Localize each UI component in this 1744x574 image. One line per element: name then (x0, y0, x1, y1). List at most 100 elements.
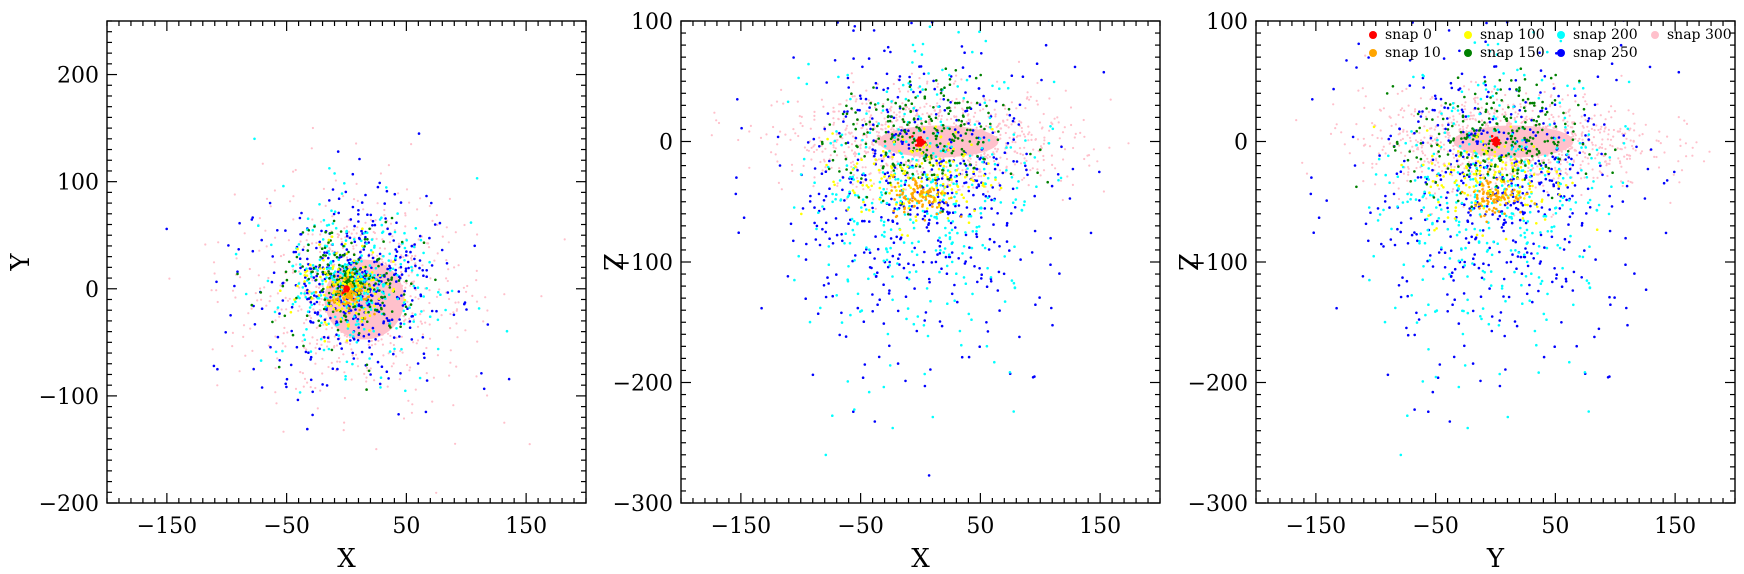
scatter-point (923, 105, 926, 108)
scatter-point (929, 142, 932, 145)
scatter-point (960, 153, 964, 156)
scatter-point (344, 190, 348, 194)
scatter-point (877, 168, 881, 172)
scatter-point (334, 298, 338, 301)
scatter-point (832, 144, 835, 147)
scatter-point (861, 126, 864, 129)
scatter-point (971, 129, 975, 132)
scatter-point (282, 332, 285, 335)
scatter-point (832, 146, 835, 149)
scatter-point (878, 180, 882, 184)
scatter-point (403, 259, 406, 262)
scatter-point (1480, 106, 1483, 109)
scatter-point (895, 116, 898, 119)
scatter-point (825, 81, 828, 84)
scatter-point (378, 274, 382, 277)
scatter-point (939, 135, 943, 138)
scatter-point (321, 284, 324, 288)
scatter-points (165, 126, 566, 494)
scatter-point (317, 286, 321, 289)
scatter-point (276, 229, 279, 232)
scatter-point (885, 72, 889, 76)
scatter-point (970, 178, 973, 181)
scatter-point (213, 272, 216, 275)
scatter-point (925, 210, 929, 213)
scatter-point (306, 310, 310, 314)
scatter-point (1433, 138, 1436, 141)
scatter-point (1005, 146, 1008, 149)
scatter-point (865, 112, 868, 115)
scatter-point (449, 361, 452, 364)
scatter-point (396, 212, 399, 215)
scatter-point (330, 361, 333, 364)
scatter-point (291, 302, 295, 306)
scatter-point (376, 360, 380, 364)
scatter-point (874, 81, 878, 85)
scatter-point (922, 146, 926, 149)
scatter-point (862, 181, 865, 184)
scatter-point (294, 250, 298, 254)
scatter-point (399, 262, 403, 266)
scatter-point (998, 169, 1002, 172)
scatter-point (863, 120, 867, 123)
scatter-point (352, 238, 356, 241)
series-snap-300 (168, 126, 566, 494)
scatter-point (329, 316, 332, 320)
scatter-point (916, 123, 919, 127)
x-tick-label: 50 (966, 514, 994, 539)
scatter-point (411, 299, 414, 302)
scatter-point (425, 372, 428, 375)
scatter-point (1543, 90, 1546, 94)
scatter-point (937, 203, 941, 206)
scatter-point (404, 389, 407, 393)
scatter-point (1332, 103, 1335, 106)
scatter-point (1061, 131, 1065, 134)
scatter-point (215, 280, 218, 284)
scatter-point (397, 192, 400, 195)
scatter-point (913, 246, 916, 250)
scatter-point (826, 276, 829, 279)
scatter-point (410, 244, 414, 248)
scatter-point (405, 188, 409, 191)
scatter-point (1462, 205, 1465, 208)
scatter-point (809, 194, 812, 198)
scatter-point (417, 132, 421, 135)
scatter-point (324, 305, 327, 309)
scatter-point (274, 367, 277, 370)
scatter-point (340, 347, 344, 350)
scatter-point (447, 241, 450, 244)
scatter-point (377, 339, 380, 342)
scatter-point (410, 411, 413, 414)
scatter-point (960, 193, 964, 196)
scatter-point (304, 276, 307, 279)
scatter-point (362, 334, 366, 338)
scatter-point (416, 286, 420, 290)
scatter-point (345, 248, 349, 251)
scatter-point (324, 280, 328, 283)
scatter-point (980, 52, 983, 55)
scatter-point (299, 240, 302, 243)
scatter-point (918, 77, 921, 80)
scatter-point (922, 127, 926, 130)
scatter-point (333, 253, 337, 257)
scatter-point (937, 115, 940, 118)
scatter-point (946, 210, 949, 214)
scatter-point (886, 250, 889, 254)
scatter-point (337, 323, 340, 326)
scatter-point (373, 223, 377, 227)
scatter-point (1512, 103, 1515, 106)
scatter-point (909, 213, 912, 216)
scatter-point (363, 231, 366, 235)
scatter-point (893, 198, 896, 201)
scatter-point (1553, 120, 1556, 123)
scatter-point (966, 128, 969, 132)
scatter-point (907, 213, 910, 216)
scatter-point (322, 218, 326, 222)
scatter-point (344, 378, 347, 381)
scatter-point (886, 265, 890, 269)
scatter-point (863, 155, 866, 158)
scatter-point (937, 82, 940, 85)
scatter-point (953, 128, 957, 131)
scatter-point (864, 122, 868, 126)
scatter-point (999, 156, 1002, 159)
